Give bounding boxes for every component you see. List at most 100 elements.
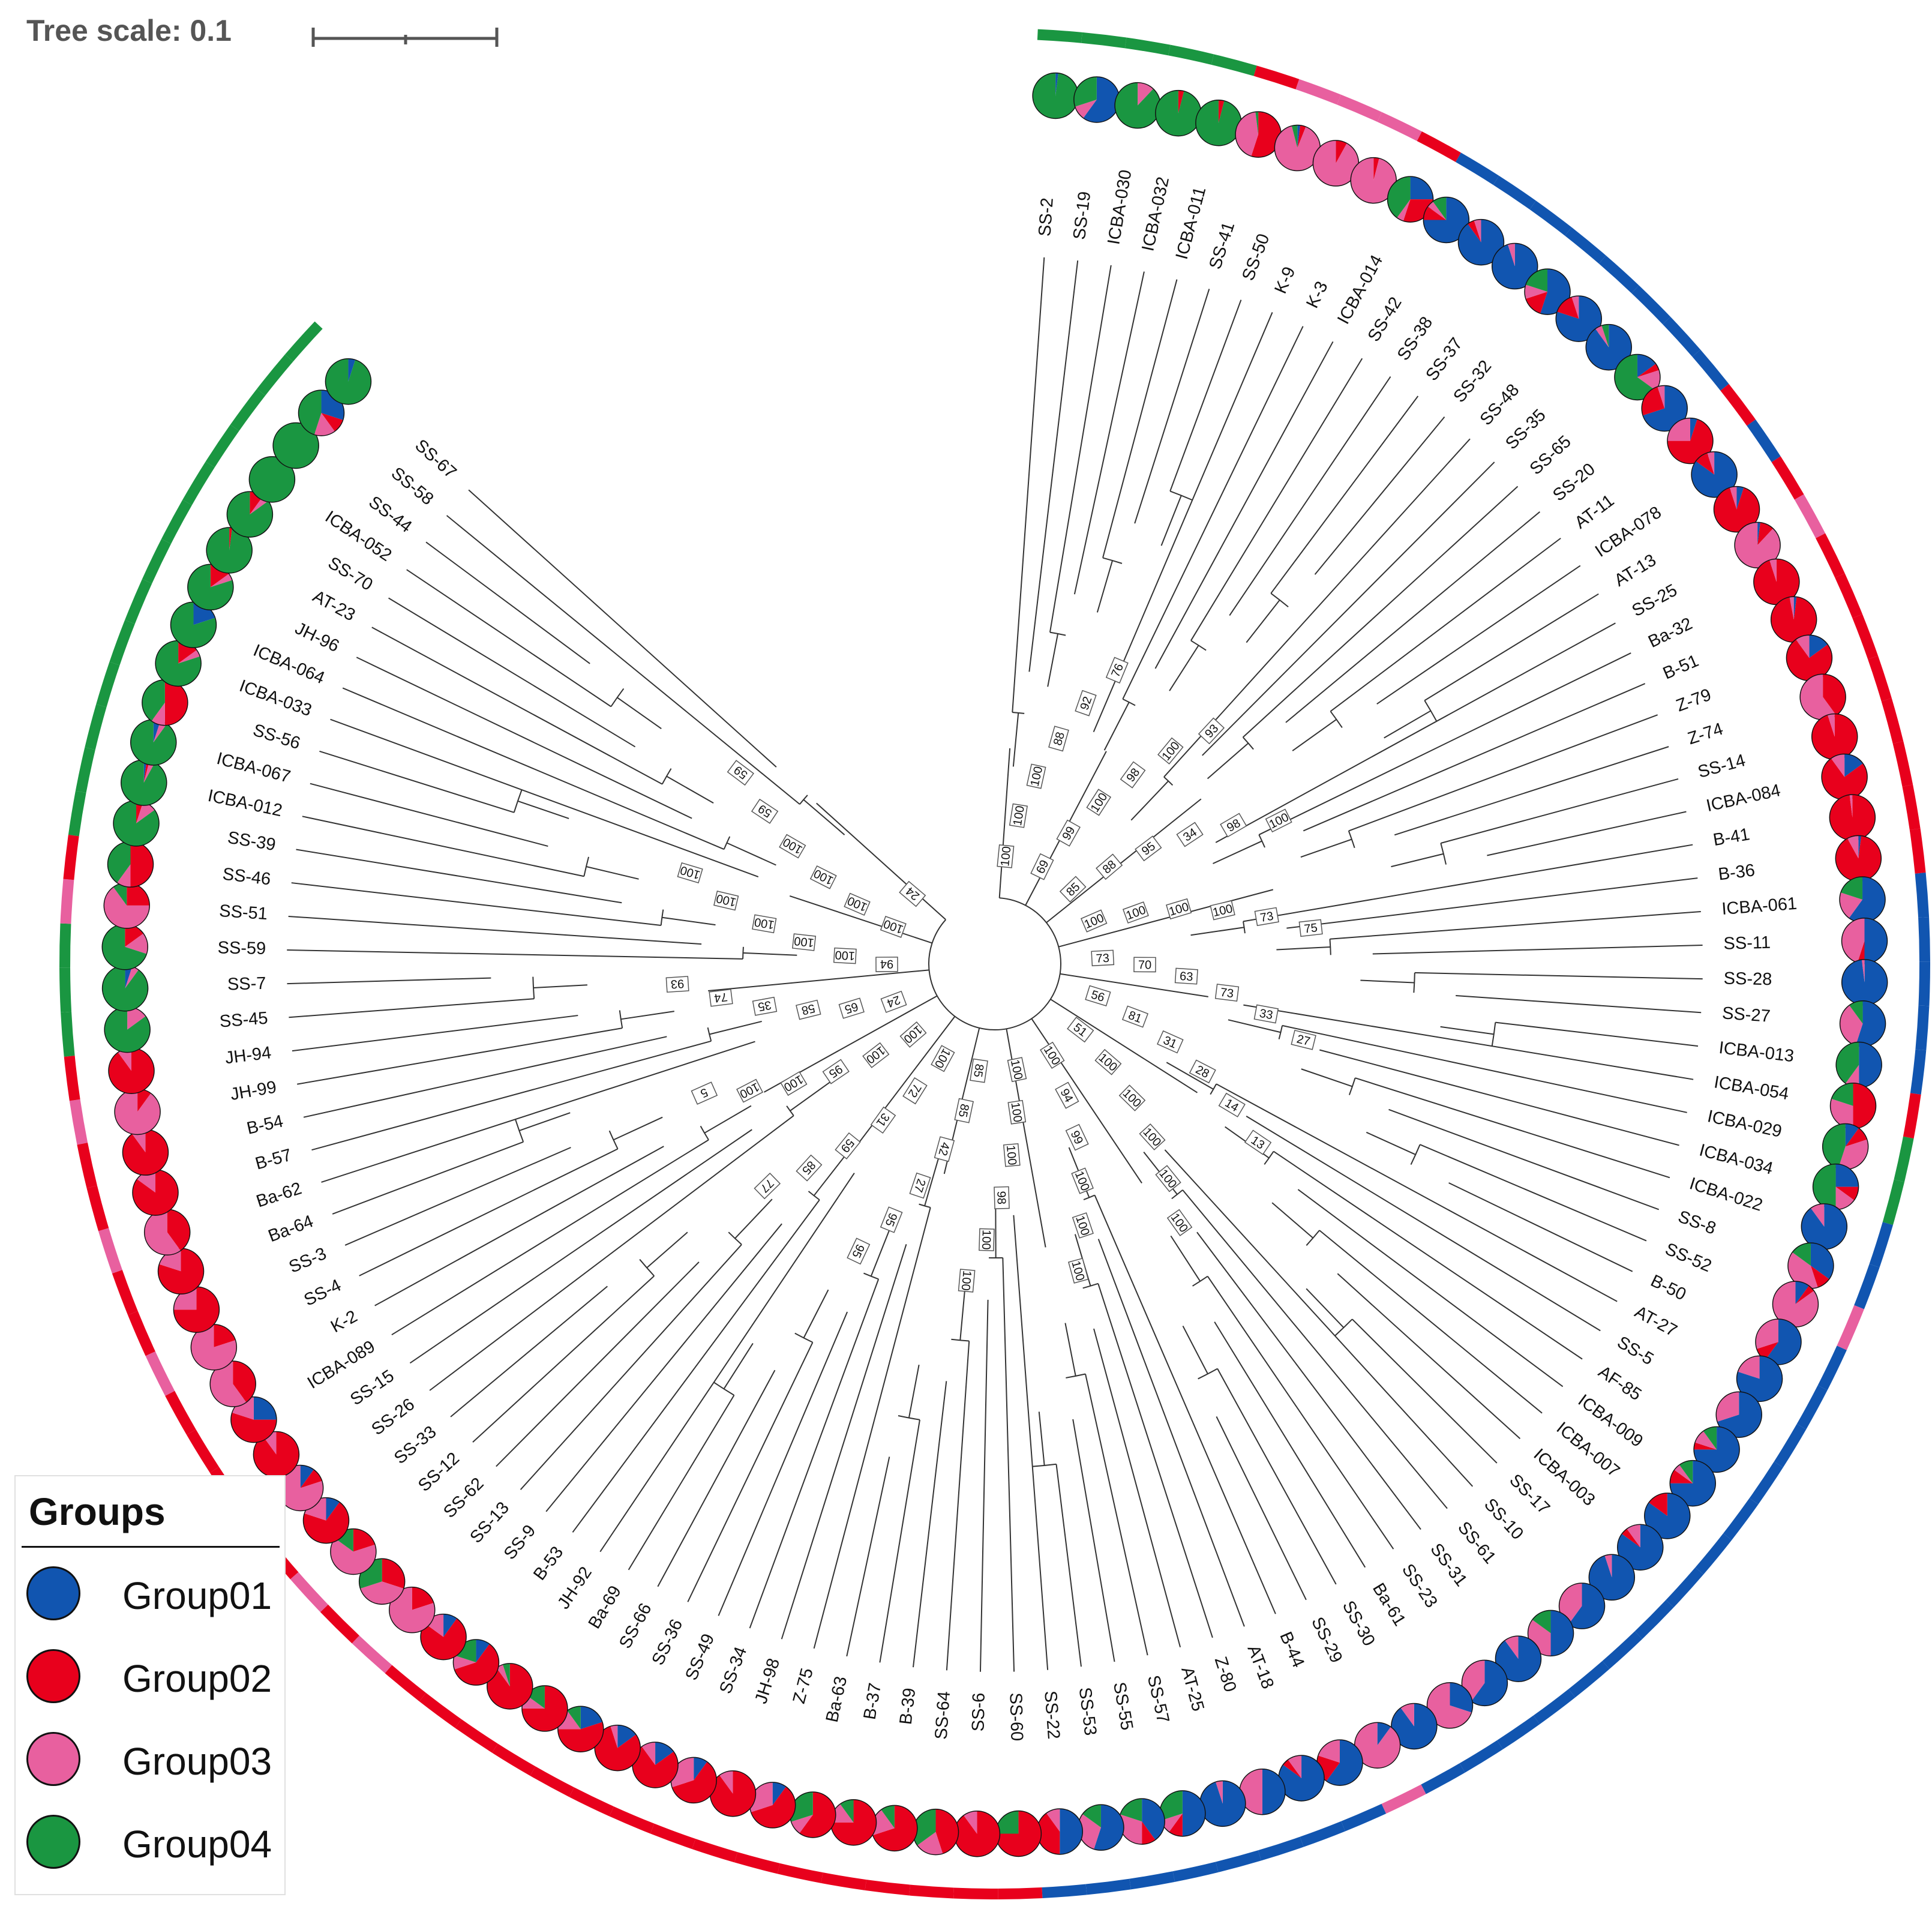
pie-slice xyxy=(1313,140,1359,187)
group-ring-segment xyxy=(1634,1600,1674,1640)
pie-slice xyxy=(1810,1203,1825,1227)
pie-slice xyxy=(1691,451,1738,498)
svg-text:100: 100 xyxy=(1156,1167,1179,1191)
tree-branch xyxy=(330,718,759,877)
group-ring-segment xyxy=(1892,741,1913,787)
pie-slice xyxy=(476,1640,490,1663)
tree-branch xyxy=(1424,593,1599,702)
leaf-label: Ba-64 xyxy=(266,1212,316,1246)
leaf-label: Ba-63 xyxy=(823,1675,851,1724)
pie-slice xyxy=(1373,157,1379,181)
tree-branch xyxy=(1083,1194,1095,1200)
pie-slice xyxy=(1037,1813,1060,1854)
leaf-label: SS-52 xyxy=(1662,1239,1714,1276)
bootstrap-label: 77 xyxy=(754,1172,781,1200)
leaf-label: B-39 xyxy=(896,1687,920,1726)
tree-branch xyxy=(1169,490,1193,501)
tree-branch xyxy=(617,697,662,729)
leaf-label: ICBA-030 xyxy=(1104,169,1135,246)
pie-slice xyxy=(233,1361,256,1402)
pie-outline xyxy=(420,1613,467,1661)
pie-slice xyxy=(1033,73,1079,119)
bootstrap-label: 70 xyxy=(1133,957,1156,973)
pie-chart xyxy=(1841,918,1888,964)
leaf-label: SS-39 xyxy=(226,828,277,855)
leaf-label: SS-27 xyxy=(1721,1003,1771,1026)
group-ring-segment xyxy=(1868,655,1892,702)
pie-slice xyxy=(1840,892,1863,918)
group-ring-segment xyxy=(1124,37,1171,56)
pie-slice xyxy=(995,1811,1042,1857)
pie-slice xyxy=(178,650,200,664)
tree-branch xyxy=(708,969,929,992)
leaf-label: B-53 xyxy=(530,1543,567,1584)
bootstrap-label: 73 xyxy=(1214,984,1240,1002)
pie-chart xyxy=(132,1169,179,1216)
pie-slice xyxy=(1849,795,1853,818)
pie-outline xyxy=(1669,1460,1717,1507)
pie-slice xyxy=(127,882,150,906)
leaf-label: SS-41 xyxy=(1205,220,1238,272)
pie-slice xyxy=(1474,219,1481,242)
pie-slice xyxy=(1831,754,1845,777)
bootstrap-label: 100 xyxy=(862,1042,890,1068)
group-ring-segment xyxy=(1459,1740,1503,1773)
pie-chart xyxy=(1644,1493,1691,1539)
bootstrap-label: 100 xyxy=(958,1269,976,1293)
pie-slice xyxy=(1736,486,1744,510)
leaf-label: ICBA-033 xyxy=(237,676,314,720)
group-ring-segment xyxy=(112,1270,138,1315)
group-ring-segment xyxy=(569,1787,614,1817)
leaf-label: SS-51 xyxy=(218,901,268,924)
leaf-label: SS-42 xyxy=(1364,293,1406,345)
group-ring-segment xyxy=(161,499,192,544)
leaf-label: SS-26 xyxy=(368,1395,418,1439)
tree-branch xyxy=(661,768,672,785)
pie-slice xyxy=(1403,199,1433,223)
pie-slice xyxy=(127,1006,146,1030)
pie-slice xyxy=(1801,1203,1847,1249)
pie-slice xyxy=(1864,918,1888,964)
pie-slice xyxy=(1643,385,1688,431)
tree-branch xyxy=(429,1115,794,1391)
bootstrap-label: 100 xyxy=(844,892,871,916)
leaf-label: SS-67 xyxy=(411,436,460,483)
pie-chart xyxy=(1461,1659,1508,1707)
tree-branch xyxy=(1164,1149,1474,1487)
tree-branch xyxy=(1246,600,1280,643)
bootstrap-label: 100 xyxy=(1094,1048,1122,1075)
pie-slice xyxy=(610,1725,618,1748)
tree-branch xyxy=(959,1286,966,1341)
bootstrap-label: 92 xyxy=(1075,690,1097,717)
groups-legend: Groups Group01 Group02 Group03 Group04 xyxy=(14,1475,286,1895)
group-ring-segment xyxy=(1910,1049,1927,1095)
pie-slice xyxy=(1178,90,1184,113)
pie-slice xyxy=(1674,1464,1693,1484)
pie-slice xyxy=(1793,597,1797,620)
pie-slice xyxy=(227,492,273,538)
tree-branch xyxy=(1319,1230,1543,1414)
pie-slice xyxy=(206,527,253,573)
pie-slice xyxy=(210,1361,247,1407)
svg-text:100: 100 xyxy=(959,1270,974,1291)
pie-slice xyxy=(935,1809,959,1854)
pie-chart xyxy=(487,1663,533,1710)
leaf-label: SS-48 xyxy=(1477,380,1523,429)
pie-slice xyxy=(118,1048,131,1071)
pie-slice xyxy=(164,679,188,726)
leaf-label: SS-46 xyxy=(221,865,272,889)
pie-slice xyxy=(153,720,167,742)
pie-slice xyxy=(117,864,131,888)
pie-slice xyxy=(159,1248,181,1272)
pie-slice xyxy=(1614,354,1656,400)
pie-chart xyxy=(1835,835,1882,882)
pie-slice xyxy=(214,1324,236,1347)
pie-chart xyxy=(1159,1790,1206,1837)
bootstrap-label: 85 xyxy=(1059,876,1087,903)
legend-item-group02: Group02 xyxy=(26,1643,278,1709)
leaf-label: SS-2 xyxy=(1035,197,1057,237)
tree-branch xyxy=(388,597,636,748)
tree-branch xyxy=(1264,1151,1274,1165)
pie-chart xyxy=(632,1742,679,1788)
pie-chart xyxy=(1614,353,1661,401)
